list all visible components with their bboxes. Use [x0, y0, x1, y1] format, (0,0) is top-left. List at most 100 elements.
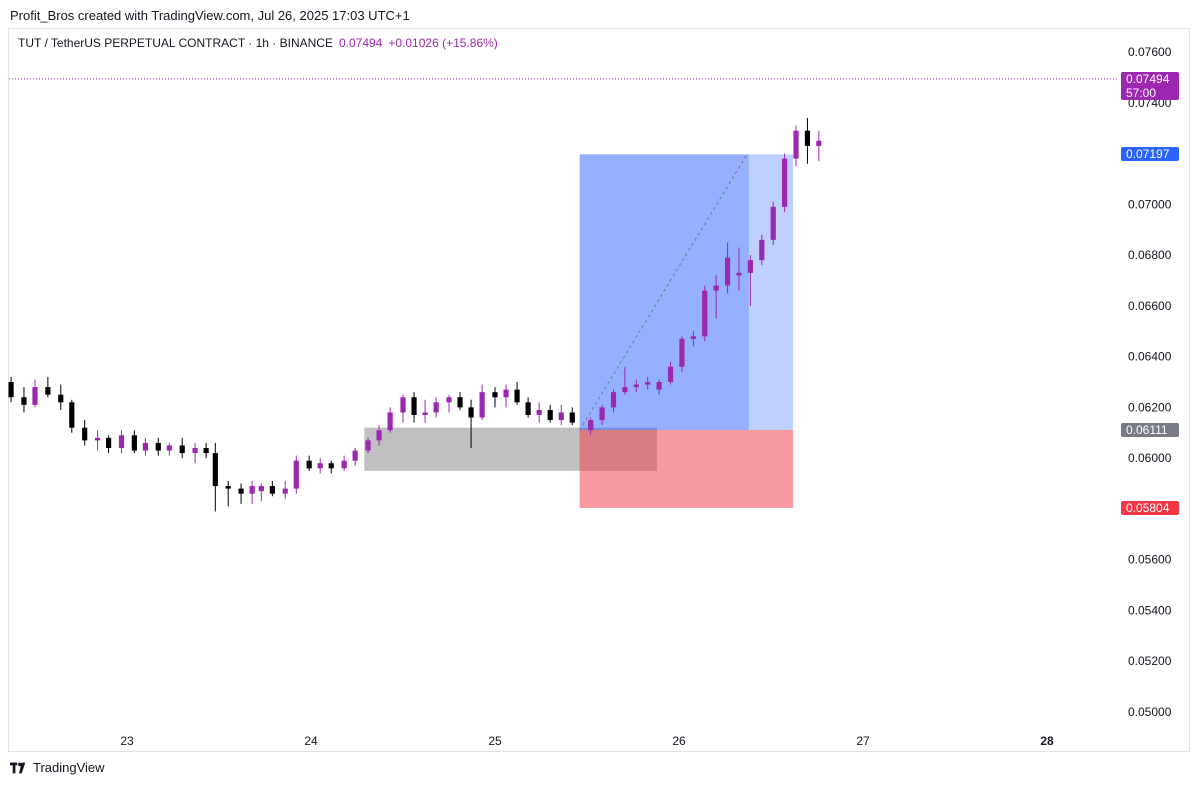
candle-body — [269, 486, 275, 494]
candle-body — [770, 206, 776, 240]
price-axis-label: 0.06200 — [1128, 400, 1172, 414]
stop-price-value: 0.05804 — [1126, 501, 1170, 515]
drawing-layer — [9, 78, 1119, 508]
candle-body — [804, 130, 811, 146]
candle-body — [713, 285, 719, 291]
time-axis: 23 24 25 26 27 28 — [120, 734, 1054, 748]
candle-body — [457, 397, 463, 408]
candle-body — [422, 412, 428, 415]
candle-body — [365, 440, 371, 451]
candle-body — [759, 239, 765, 261]
candle-body — [468, 407, 474, 418]
countdown-timer: 57:00 — [1126, 86, 1157, 100]
target-price-tag: 0.07197 — [1121, 147, 1179, 161]
price-axis-label: 0.05600 — [1128, 553, 1172, 567]
stop-price-tag: 0.05804 — [1121, 501, 1179, 515]
chart-credit: Profit_Bros created with TradingView.com… — [10, 8, 410, 23]
tradingview-logo[interactable]: TradingView — [10, 760, 105, 775]
candle-body — [328, 463, 334, 469]
candle-body — [21, 397, 27, 405]
candle-body — [82, 427, 88, 441]
candle-body — [45, 387, 51, 395]
candle-body — [212, 453, 218, 487]
candle-body — [58, 394, 64, 403]
candle-body — [525, 402, 531, 415]
candle-body — [94, 437, 101, 441]
candle-body — [633, 384, 639, 388]
candle-body — [411, 397, 417, 415]
candle-body — [503, 389, 509, 398]
entry-price-tag: 0.06111 — [1121, 423, 1179, 437]
target-price-value: 0.07197 — [1126, 147, 1170, 161]
candle-body — [702, 290, 708, 337]
candle-body — [376, 430, 382, 441]
price-axis-label: 0.05400 — [1128, 603, 1172, 617]
symbol-title: TUT / TetherUS PERPETUAL CONTRACT · 1h ·… — [18, 36, 333, 50]
candle-body — [446, 397, 452, 403]
candle-body — [479, 392, 485, 418]
candle-body — [8, 382, 14, 398]
candle-body — [793, 130, 799, 159]
candle-body — [341, 460, 347, 469]
candle-body — [118, 435, 125, 448]
loss-zone — [579, 429, 794, 508]
candles-layer — [8, 118, 822, 512]
price-axis-label: 0.06400 — [1128, 350, 1172, 364]
candle-body — [514, 389, 520, 403]
candle-body — [667, 366, 674, 382]
candle-body — [400, 397, 406, 413]
candle-body — [203, 448, 209, 454]
candle-body — [179, 445, 185, 454]
candle-body — [622, 387, 628, 393]
time-axis-label: 28 — [1040, 734, 1054, 748]
candle-body — [258, 486, 264, 492]
time-axis-label: 23 — [120, 734, 134, 748]
entry-price-value: 0.06111 — [1126, 423, 1168, 437]
candle-body — [747, 260, 753, 273]
candle-body — [249, 486, 255, 494]
candle-body — [282, 488, 288, 494]
candle-body — [317, 463, 323, 469]
candle-body — [306, 460, 312, 469]
current-price-value: 0.07494 — [1126, 72, 1170, 86]
candle-body — [679, 338, 685, 367]
candle-body — [192, 448, 198, 454]
candle-body — [536, 409, 542, 415]
price-change: +0.01026 (+15.86%) — [388, 36, 498, 50]
time-axis-label: 26 — [672, 734, 686, 748]
candle-body — [724, 257, 731, 286]
candle-body — [32, 387, 38, 405]
candle-body — [352, 450, 358, 461]
candle-body — [69, 402, 75, 428]
price-axis-label: 0.06800 — [1128, 248, 1172, 262]
candle-body — [558, 412, 564, 421]
symbol-legend: TUT / TetherUS PERPETUAL CONTRACT · 1h ·… — [18, 36, 498, 50]
time-axis-label: 24 — [304, 734, 318, 748]
candle-body — [131, 435, 137, 451]
price-axis-label: 0.06000 — [1128, 451, 1172, 465]
candle-body — [155, 442, 161, 451]
candle-body — [610, 392, 617, 408]
candle-body — [599, 407, 605, 421]
price-axis-label: 0.06600 — [1128, 299, 1172, 313]
price-axis-label: 0.07000 — [1128, 197, 1172, 211]
candle-body — [645, 382, 651, 385]
candle-body — [433, 402, 439, 413]
price-axis-label: 0.05000 — [1128, 705, 1172, 719]
candle-body — [293, 460, 299, 489]
candle-body — [225, 486, 231, 489]
candle-body — [166, 445, 172, 451]
candle-body — [588, 420, 594, 431]
tradingview-icon — [10, 762, 26, 773]
last-price: 0.07494 — [338, 36, 383, 50]
candle-body — [656, 382, 662, 390]
candle-body — [492, 392, 498, 398]
candle-body — [816, 140, 822, 146]
time-axis-label: 25 — [488, 734, 502, 748]
candle-body — [238, 488, 244, 494]
candle-body — [106, 437, 112, 448]
candle-body — [547, 409, 553, 421]
time-axis-label: 27 — [856, 734, 870, 748]
price-axis-label: 0.05200 — [1128, 654, 1172, 668]
